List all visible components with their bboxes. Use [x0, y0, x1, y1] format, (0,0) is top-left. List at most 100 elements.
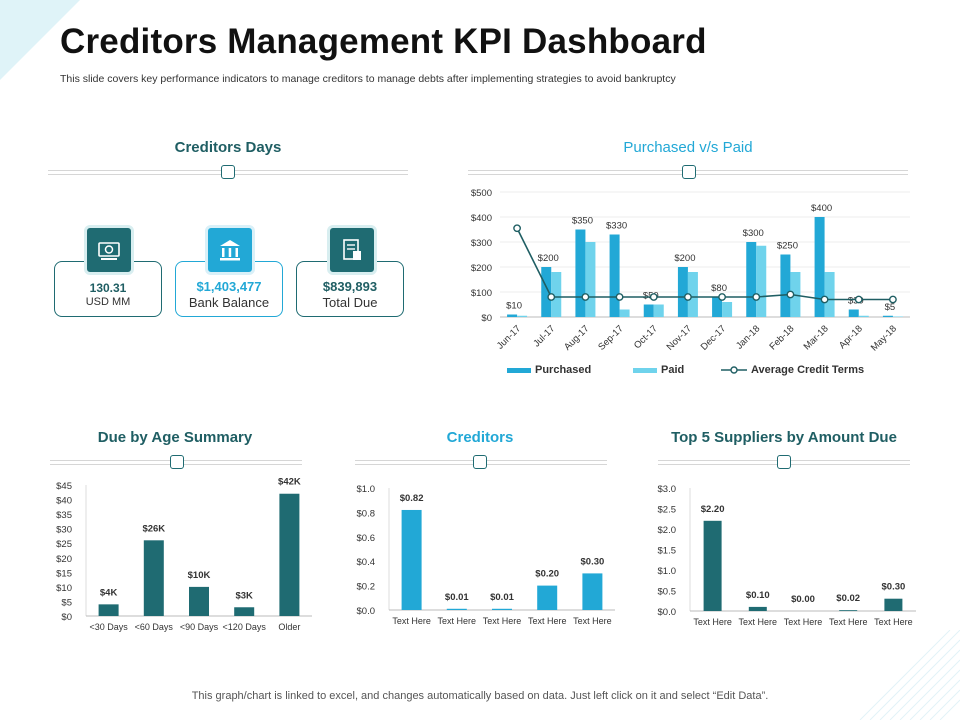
section-knob	[221, 165, 235, 179]
legend-swatch-point	[730, 366, 738, 374]
data-label: $400	[811, 203, 832, 214]
y-tick-label: $0.5	[658, 587, 677, 598]
legend-label: Purchased	[535, 364, 591, 376]
bar	[98, 604, 119, 616]
y-tick-label: $45	[56, 481, 72, 492]
data-label: $200	[538, 253, 559, 264]
bar	[492, 608, 512, 610]
due-by-age-chart: $0 $5 $10 $15 $20 $25 $30 $35 $40 $45 $4K <30 Days $…	[56, 477, 312, 632]
data-label: $350	[572, 216, 593, 227]
kpi-label: Total Due	[322, 295, 378, 310]
y-tick-label: $300	[471, 238, 492, 249]
bar-purchased	[677, 267, 688, 317]
y-tick-label: $25	[56, 539, 72, 550]
data-label: $0.20	[535, 569, 559, 580]
creditors-chart: $0.0 $0.2 $0.4 $0.6 $0.8 $1.0 $0.82 Text Here $0…	[357, 484, 615, 626]
x-tick-label: Oct-17	[632, 323, 660, 351]
creditors-days-title: Creditors Days	[174, 139, 282, 156]
y-tick-label: $0.2	[357, 582, 376, 593]
data-label: $0.82	[400, 493, 424, 504]
bar-purchased	[541, 267, 552, 317]
y-tick-label: $1.5	[658, 546, 677, 557]
bar	[401, 509, 422, 610]
data-label: $2.20	[701, 504, 725, 515]
bar	[143, 540, 164, 616]
bar-paid	[585, 242, 596, 317]
y-tick-label: $1.0	[357, 484, 376, 495]
bar-paid	[824, 272, 835, 317]
y-tick-label: $5	[61, 597, 72, 608]
bar-paid	[517, 315, 528, 317]
y-tick-label: $0.4	[357, 557, 376, 568]
x-tick-label: Text Here	[483, 616, 522, 626]
legend-swatch-purchased	[507, 368, 531, 373]
y-tick-label: $500	[471, 188, 492, 199]
line-point	[752, 293, 761, 301]
y-tick-label: $0	[61, 612, 72, 623]
purchased-vs-paid-chart: $0 $100 $200 $300 $400 $500 $10 Jun-17 $200 Jul-1…	[471, 188, 910, 376]
bar-purchased	[575, 229, 586, 317]
y-tick-label: $10	[56, 583, 72, 594]
bar	[446, 608, 467, 610]
data-label: $3K	[235, 590, 253, 601]
data-label: $200	[674, 253, 695, 264]
bar-purchased	[848, 309, 859, 317]
data-label: $0.30	[581, 556, 605, 567]
line-point	[889, 295, 897, 304]
line-point	[615, 293, 624, 301]
data-label: $80	[711, 283, 727, 294]
bar	[839, 610, 858, 611]
bar-purchased	[814, 217, 825, 317]
y-tick-label: $2.5	[658, 505, 677, 516]
y-tick-label: $40	[56, 496, 72, 507]
y-tick-label: $100	[471, 288, 492, 299]
bar-purchased	[712, 297, 723, 317]
money-icon	[84, 225, 134, 275]
y-tick-label: $0	[481, 313, 492, 324]
x-tick-label: Text Here	[528, 616, 567, 626]
x-tick-label: Text Here	[739, 617, 778, 627]
x-tick-label: Older	[278, 622, 300, 632]
purchased-vs-paid-title: Purchased v/s Paid	[623, 139, 753, 156]
section-knob	[473, 455, 487, 469]
data-label: $4K	[100, 587, 118, 598]
line-point	[820, 295, 829, 304]
bar-paid	[653, 304, 664, 317]
bar-purchased	[746, 242, 757, 317]
y-tick-label: $200	[471, 263, 492, 274]
kpi-value: 130.31	[89, 281, 127, 295]
y-tick-label: $0.0	[658, 607, 677, 618]
top-suppliers-title: Top 5 Suppliers by Amount Due	[671, 429, 897, 446]
x-tick-label: Dec-17	[699, 323, 728, 352]
y-tick-label: $15	[56, 568, 72, 579]
bar-paid	[892, 316, 903, 317]
bar-paid	[619, 309, 630, 317]
x-tick-label: <120 Days	[223, 622, 267, 632]
bar-purchased	[780, 254, 791, 317]
x-tick-label: <60 Days	[135, 622, 174, 632]
x-tick-label: May-18	[869, 323, 899, 353]
x-tick-label: Text Here	[438, 616, 477, 626]
y-tick-label: $2.0	[658, 525, 677, 536]
data-label: $10K	[188, 570, 211, 581]
x-tick-label: Text Here	[829, 617, 868, 627]
y-tick-label: $0.8	[357, 508, 376, 519]
y-tick-label: $1.0	[658, 566, 677, 577]
legend-swatch-paid	[633, 368, 657, 373]
x-tick-label: Sep-17	[596, 323, 625, 352]
data-label: $10	[506, 301, 522, 312]
y-tick-label: $0.0	[357, 606, 376, 617]
x-tick-label: Apr-18	[837, 323, 865, 351]
bar-paid	[687, 272, 698, 317]
line-point	[547, 293, 556, 301]
data-label: $330	[606, 221, 627, 232]
due-by-age-title: Due by Age Summary	[97, 429, 253, 446]
data-label: $300	[743, 228, 764, 239]
data-label: $0.30	[882, 582, 906, 593]
x-tick-label: Text Here	[573, 616, 612, 626]
section-knob	[777, 455, 791, 469]
page-title: Creditors Management KPI Dashboard	[60, 22, 707, 61]
bar-purchased	[507, 314, 518, 317]
bar	[748, 606, 767, 611]
kpi-label: USD MM	[85, 296, 131, 308]
